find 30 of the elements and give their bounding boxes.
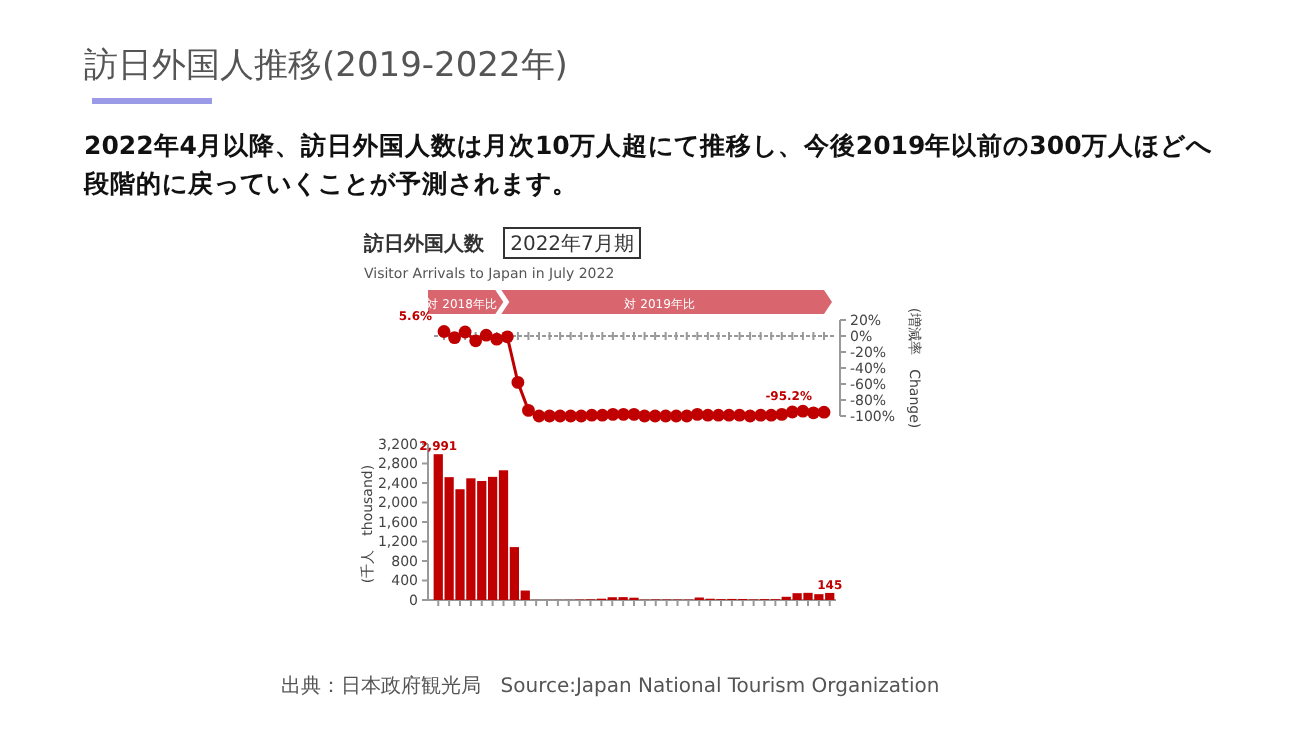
point: [585, 408, 599, 422]
point: [469, 334, 483, 348]
point: [712, 408, 725, 422]
point: [617, 408, 630, 421]
point: [490, 332, 504, 346]
text: 2022年7月期: [510, 232, 634, 256]
point: [500, 330, 514, 344]
point: [627, 408, 641, 421]
point: [764, 408, 778, 422]
point: [775, 408, 789, 421]
chart-subtitle: 2022年4月以降、訪日外国人数は月次10万人超にて推移し、今後2019年以前の300万人ほどへ段階的に戻っていくことが予測されます。: [82, 130, 1214, 198]
point: [543, 409, 556, 423]
point: [807, 406, 820, 420]
point: [458, 325, 472, 339]
point: [754, 408, 768, 422]
point: [448, 331, 461, 344]
point: [606, 408, 620, 421]
point: [437, 325, 451, 338]
point: [733, 408, 746, 422]
point: [479, 328, 493, 342]
point: [595, 408, 609, 422]
point: [690, 408, 704, 421]
point: [638, 409, 651, 423]
point: [511, 376, 525, 389]
point: [817, 405, 831, 419]
chart-title: 訪日外国人推移(2019-2022年): [84, 46, 568, 86]
point: [522, 404, 535, 417]
point: [785, 405, 799, 419]
text: 訪日外国人数: [362, 232, 486, 256]
source-note: 出典：日本政府観光局 Source:Japan National Tourism Organization: [280, 674, 940, 698]
